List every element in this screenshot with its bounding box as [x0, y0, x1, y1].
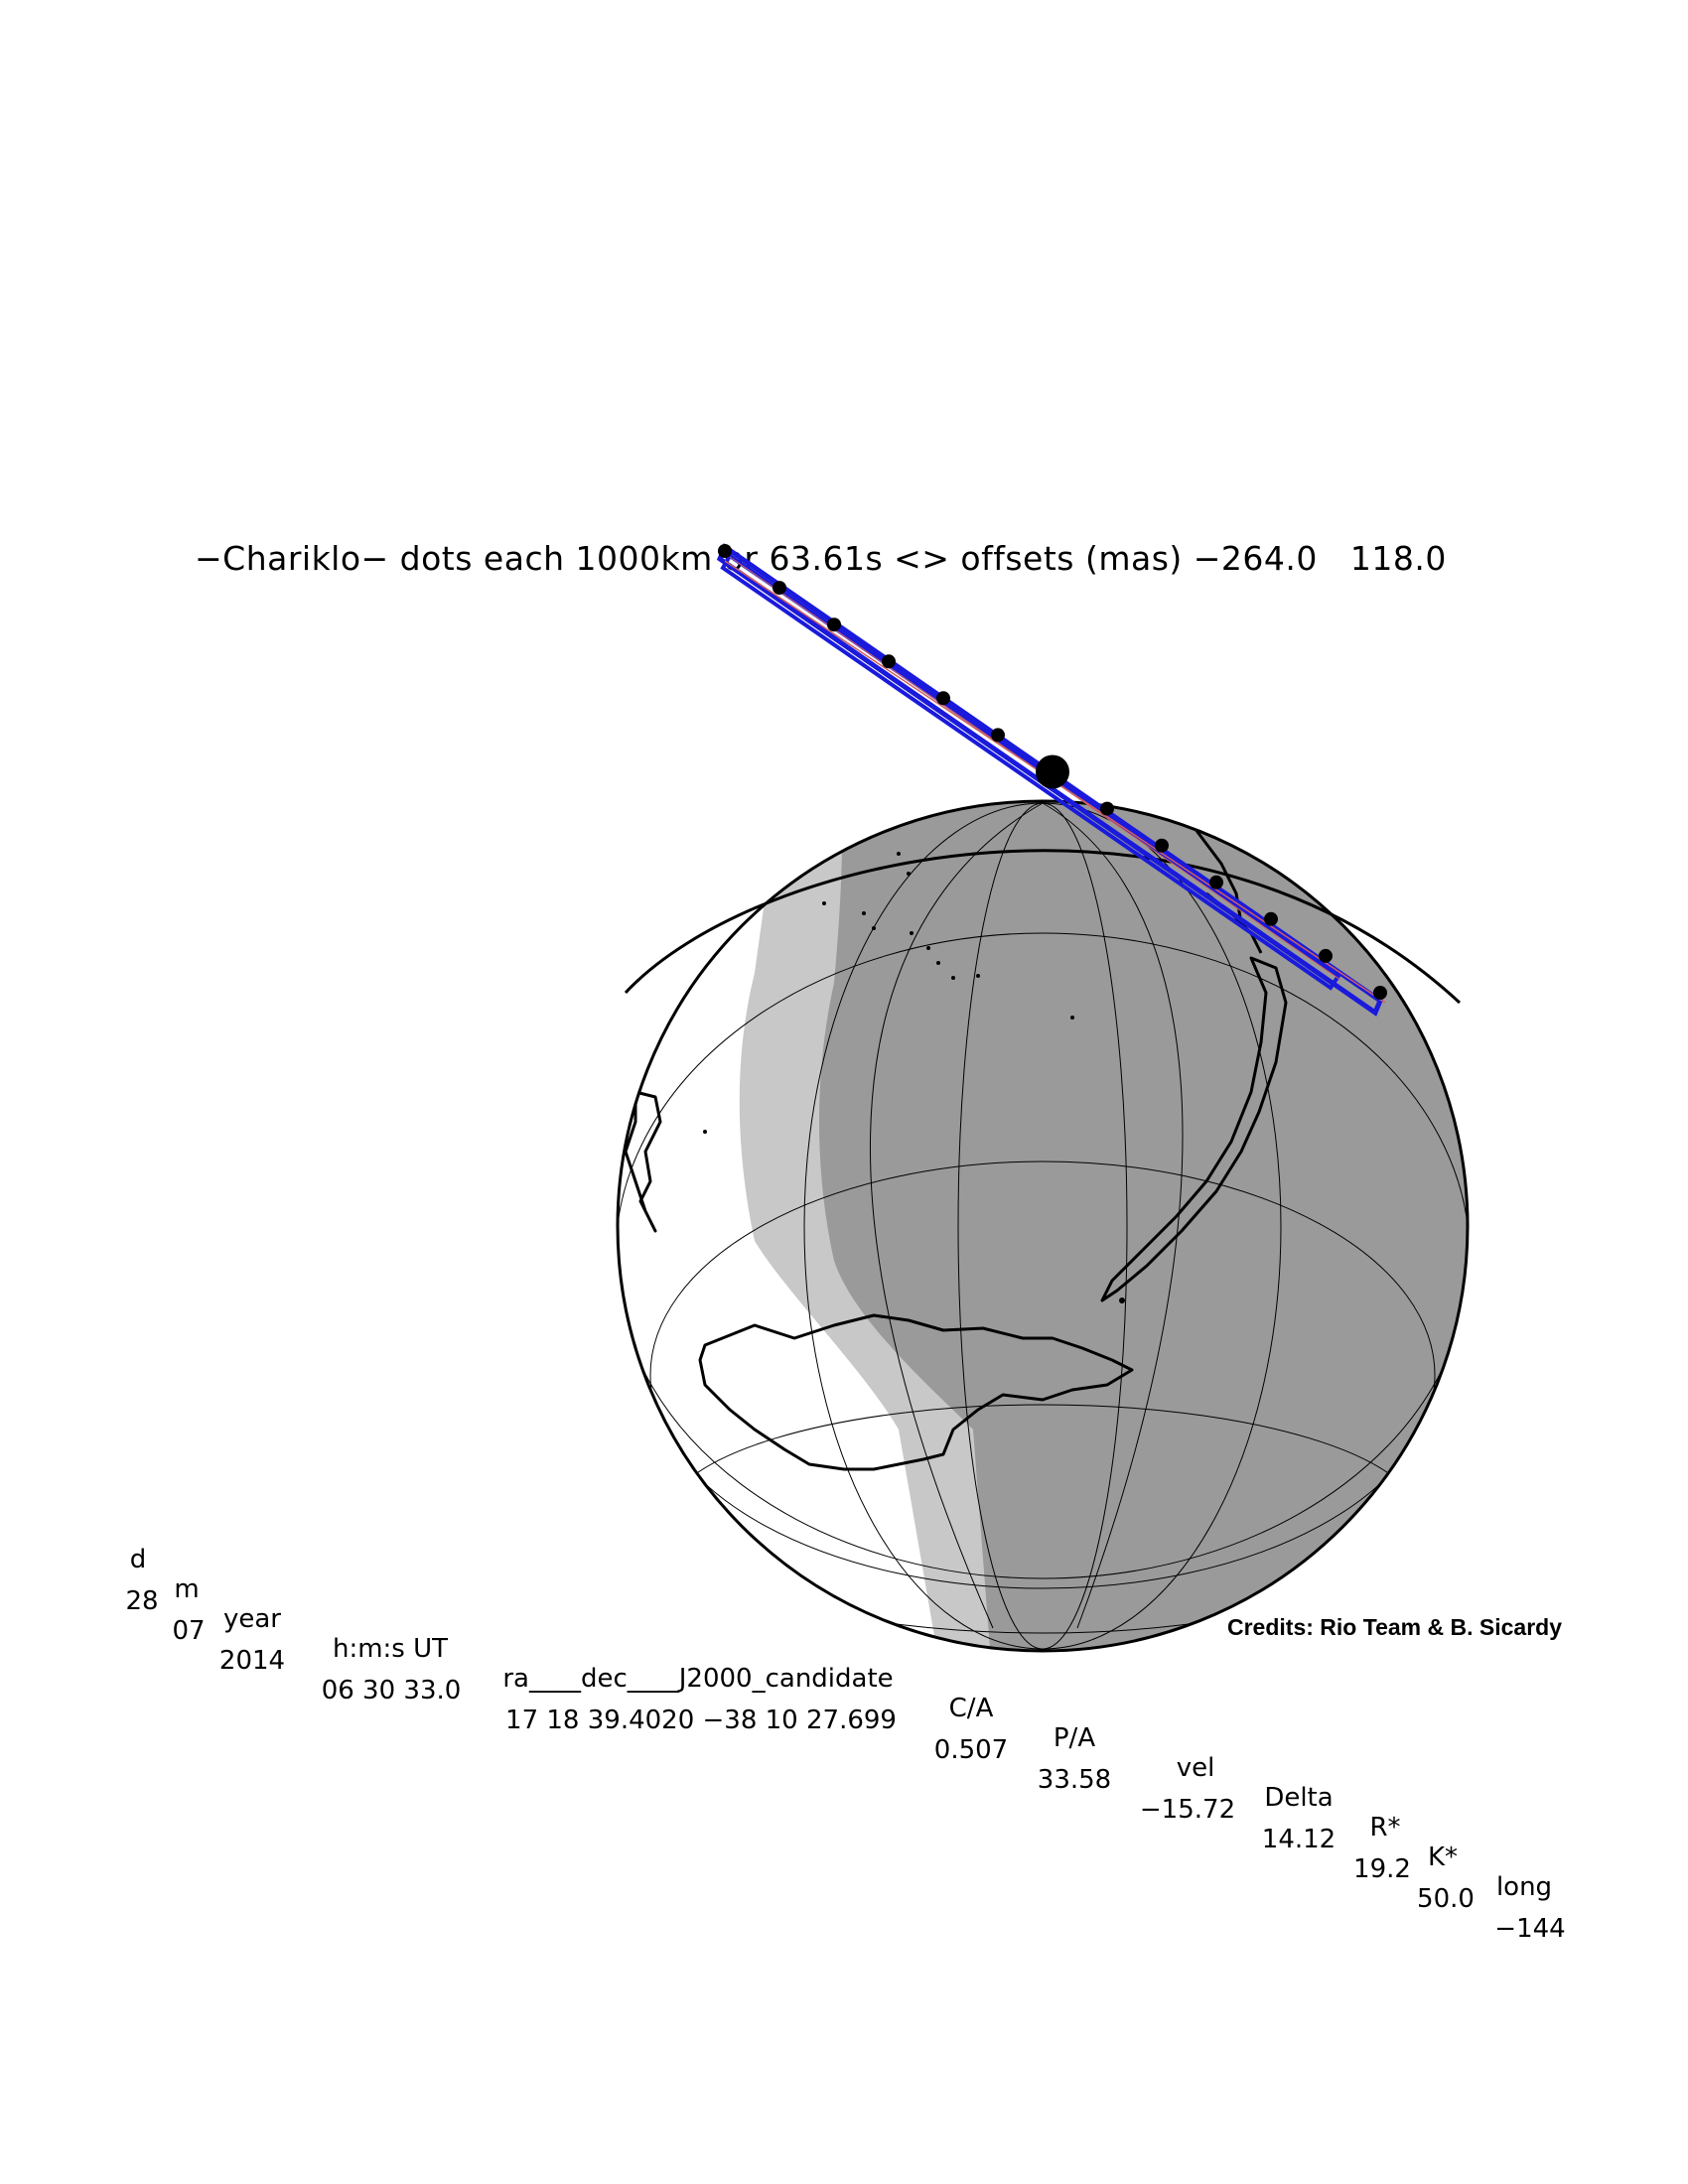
- header-kstar: K*: [1427, 1843, 1459, 1872]
- track-dot: [1100, 801, 1114, 816]
- track-dots: [718, 544, 1387, 1000]
- value-long: −144: [1494, 1914, 1566, 1944]
- value-year: 2014: [218, 1646, 286, 1676]
- track-dot: [718, 544, 732, 558]
- header-long: long: [1495, 1872, 1553, 1902]
- track-dot: [1155, 838, 1169, 853]
- track-dot: [1264, 911, 1278, 926]
- header-ca: C/A: [948, 1694, 994, 1723]
- track-dot: [827, 617, 841, 632]
- value-kstar: 50.0: [1417, 1884, 1475, 1914]
- track-dot: [1373, 986, 1387, 1000]
- value-vel: −15.72: [1139, 1795, 1236, 1825]
- value-ca: 0.507: [933, 1735, 1009, 1765]
- value-radec: 17 18 39.4020 −38 10 27.699: [505, 1706, 897, 1735]
- header-day: d: [129, 1545, 147, 1574]
- value-day: 28: [125, 1586, 159, 1616]
- header-year: year: [222, 1604, 282, 1634]
- header-rstar: R*: [1369, 1813, 1401, 1843]
- header-delta: Delta: [1264, 1783, 1334, 1813]
- event-table-header: d m year h:m:s UT ra____dec____J2000_can…: [0, 1515, 1552, 1902]
- value-pa: 33.58: [1037, 1765, 1112, 1795]
- track-dot: [773, 581, 786, 596]
- track-dot: [936, 691, 950, 706]
- event-table-values: 28 07 2014 06 30 33.0 17 18 39.4020 −38 …: [0, 1557, 1565, 1944]
- credits: Credits: Rio Team & B. Sicardy: [1227, 1614, 1562, 1640]
- header-time: h:m:s UT: [332, 1634, 449, 1664]
- header-pa: P/A: [1053, 1723, 1096, 1753]
- track-dot: [1209, 875, 1223, 889]
- value-rstar: 19.2: [1353, 1854, 1411, 1884]
- closest-approach-dot: [1036, 754, 1069, 789]
- value-time: 06 30 33.0: [321, 1676, 462, 1706]
- track-dot: [991, 728, 1005, 743]
- track-dot: [882, 654, 896, 669]
- value-delta: 14.12: [1261, 1825, 1336, 1854]
- header-vel: vel: [1176, 1753, 1215, 1783]
- graticule: [618, 802, 1468, 1650]
- header-month: m: [174, 1574, 200, 1604]
- header-radec: ra____dec____J2000_candidate: [502, 1664, 894, 1694]
- globe-rim: [616, 799, 1470, 1653]
- value-month: 07: [172, 1616, 206, 1646]
- equator: [624, 849, 1462, 1005]
- track-dot: [1319, 948, 1333, 963]
